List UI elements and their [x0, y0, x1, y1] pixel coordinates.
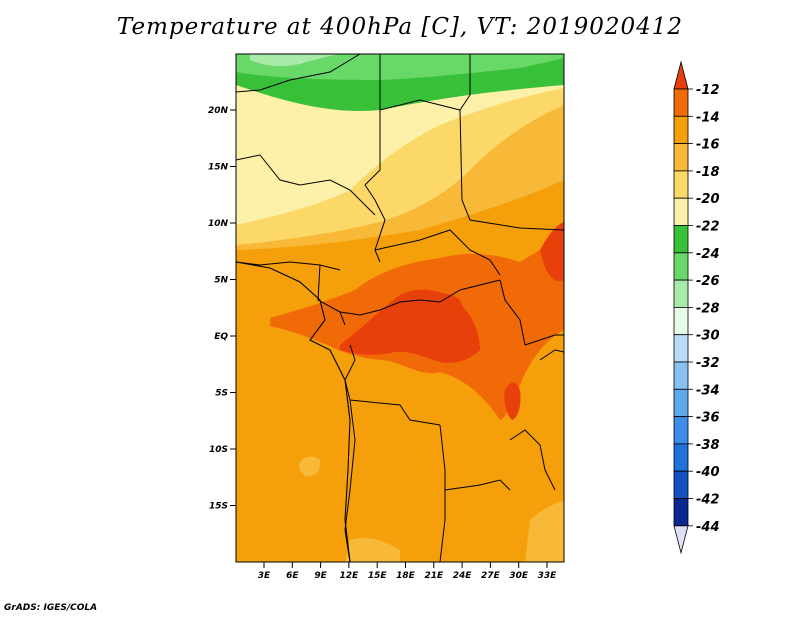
colorbar-segment [673, 361, 689, 390]
colorbar-label: -16 [696, 138, 720, 153]
colorbar-segment [673, 197, 689, 226]
lat-tick-label: 10S [209, 445, 228, 455]
longitude-axis: 3E 6E 9E 12E 15E 18E 21E 24E 27E 30E 33E [258, 562, 557, 581]
colorbar-segment [673, 279, 689, 308]
colorbar-label: -30 [696, 329, 720, 344]
colorbar-label: -44 [696, 520, 720, 535]
colorbar-segment [673, 306, 689, 336]
colorbar-label: -20 [696, 192, 720, 207]
colorbar-segment [673, 170, 689, 199]
colorbar-segment [673, 416, 689, 445]
colorbar-label: -42 [696, 493, 720, 508]
lat-tick-label: 20N [208, 106, 229, 116]
lon-tick-label: 30E [509, 571, 529, 581]
colorbar-label: -12 [696, 83, 720, 98]
lon-tick-label: 24E [453, 571, 473, 581]
colorbar-label: -24 [696, 247, 720, 262]
colorbar-label: -22 [696, 220, 720, 235]
lat-tick-label: 15N [208, 163, 229, 173]
lon-tick-label: 21E [424, 571, 444, 581]
lon-tick-label: 9E [314, 571, 327, 581]
latitude-axis: 20N 15N 10N 5N EQ 5S 10S 15S [208, 106, 236, 512]
colorbar-segment [673, 115, 689, 145]
colorbar-segment [673, 334, 689, 363]
map-frame [235, 53, 565, 563]
coastline [236, 261, 351, 562]
lon-tick-label: 27E [481, 571, 501, 581]
colorbar-segment [673, 388, 689, 417]
colorbar-label: -32 [696, 356, 720, 371]
footer-credit: GrADS: IGES/COLA [4, 603, 98, 613]
colorbar-label: -26 [696, 274, 720, 289]
lat-tick-label: 15S [209, 502, 228, 512]
lon-tick-label: 15E [368, 571, 388, 581]
colorbar-label: -28 [696, 301, 720, 316]
temperature-field [236, 54, 564, 562]
colorbar-segment [673, 143, 689, 172]
colorbar-label: -40 [696, 465, 720, 480]
lat-tick-label: 5N [214, 276, 228, 286]
colorbar-bottom-arrow [673, 525, 689, 555]
lon-tick-label: 12E [340, 571, 360, 581]
colorbar-label: -34 [696, 383, 720, 398]
lat-tick-label: EQ [214, 332, 228, 342]
colorbar-label: -36 [696, 411, 720, 426]
colorbar-segment [673, 443, 689, 472]
colorbar-segment [673, 252, 689, 281]
colorbar-label: -18 [696, 165, 720, 180]
lat-tick-label: 5S [215, 389, 228, 399]
lon-tick-label: 33E [538, 571, 558, 581]
colorbar-label: -14 [696, 110, 720, 125]
colorbar-segment [673, 498, 689, 527]
colorbar: -12 -14 -16 -18 -20 -22 -24 -26 -28 -30 -32 -34 -36 -… [673, 60, 720, 555]
colorbar-segment [673, 470, 689, 499]
lat-tick-label: 10N [208, 219, 229, 229]
lon-tick-label: 6E [286, 571, 299, 581]
lon-tick-label: 3E [258, 571, 271, 581]
colorbar-top-arrow [673, 60, 689, 90]
colorbar-segment [673, 88, 689, 117]
colorbar-segment [673, 225, 689, 254]
lon-tick-label: 18E [396, 571, 416, 581]
colorbar-label: -38 [696, 438, 720, 453]
chart-title: Temperature at 400hPa [C], VT: 201902041… [116, 14, 684, 40]
country-borders [236, 54, 564, 562]
